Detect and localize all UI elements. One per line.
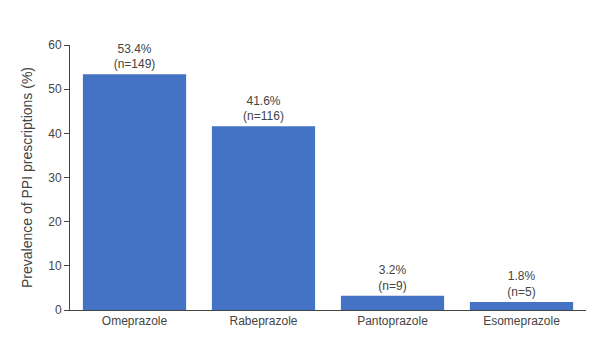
svg-text:40: 40 <box>48 127 62 141</box>
svg-text:10: 10 <box>48 259 62 273</box>
svg-text:30: 30 <box>48 171 62 185</box>
svg-text:Pantoprazole: Pantoprazole <box>357 314 428 328</box>
svg-text:53.4%(n=149): 53.4%(n=149) <box>114 42 156 72</box>
svg-text:Rabeprazole: Rabeprazole <box>229 314 297 328</box>
svg-text:0: 0 <box>55 303 62 317</box>
svg-text:41.6%(n=116): 41.6%(n=116) <box>243 94 284 124</box>
svg-text:Esomeprazole: Esomeprazole <box>483 314 560 328</box>
svg-text:50: 50 <box>48 82 62 96</box>
svg-text:60: 60 <box>48 38 62 52</box>
svg-text:3.2%(n=9): 3.2%(n=9) <box>378 263 406 293</box>
svg-text:1.8%(n=5): 1.8%(n=5) <box>507 269 535 299</box>
svg-text:20: 20 <box>48 215 62 229</box>
svg-text:Omeprazole: Omeprazole <box>102 314 168 328</box>
svg-text:Prevalence of PPI prescription: Prevalence of PPI prescriptions (%) <box>19 67 35 288</box>
